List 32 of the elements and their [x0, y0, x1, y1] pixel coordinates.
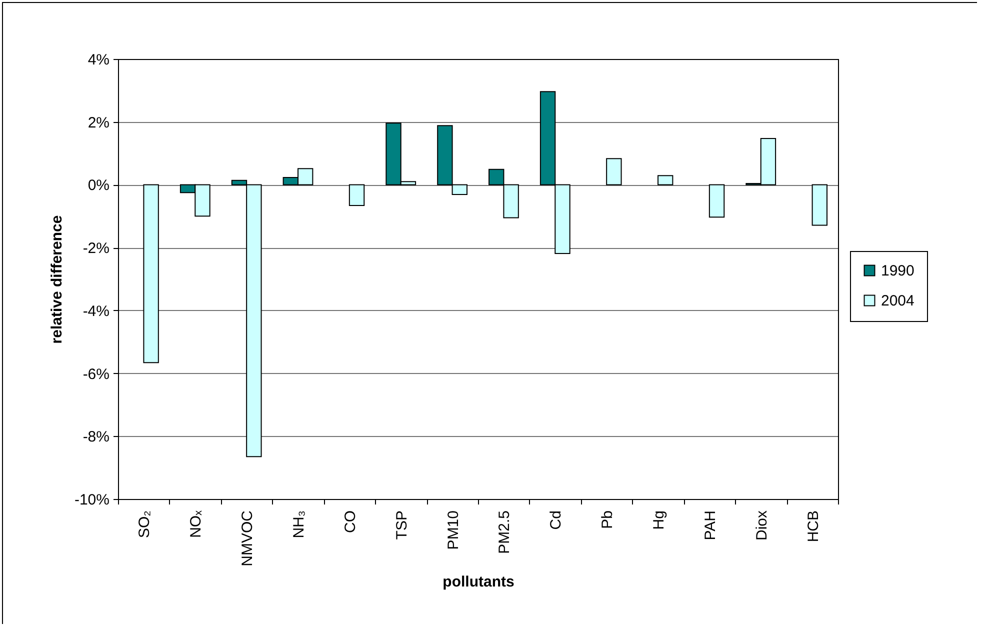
x-tick-label: TSP [393, 510, 410, 540]
x-tick-label: NH₃ [290, 510, 308, 538]
y-tick-label: -6% [82, 366, 110, 383]
y-tick-label: -2% [82, 240, 110, 258]
bar [812, 184, 828, 226]
x-tick-label: SO₂ [136, 510, 154, 538]
x-tick-label: NOₓ [188, 510, 205, 538]
x-tick-label: Hg [650, 510, 668, 530]
x-tick-label: CO [342, 510, 359, 533]
x-tick-label: PM10 [444, 510, 462, 550]
bar [606, 158, 622, 186]
x-tick-label: PM2.5 [496, 510, 514, 554]
bar [348, 184, 365, 206]
x-tick-label: PAH [702, 510, 719, 540]
y-tick-label: -4% [82, 302, 110, 320]
bar [708, 184, 725, 218]
y-tick-label: 4% [88, 52, 110, 68]
y-tick-label: 0% [88, 177, 110, 194]
y-tick-label: -10% [74, 492, 110, 508]
y-axis-title: relative difference [48, 215, 66, 344]
y-tick-label: -8% [82, 428, 110, 446]
bar [143, 184, 159, 364]
x-axis-title: pollutants [442, 573, 514, 590]
legend-label: 2004 [881, 292, 914, 310]
legend-label: 1990 [881, 262, 914, 280]
y-tick-label: 2% [88, 114, 110, 132]
x-tick-label: Cd [548, 510, 565, 530]
bar [658, 175, 674, 186]
x-tick-label: Pb [599, 510, 616, 529]
x-tick-label: NMVOC [239, 510, 256, 566]
x-tick-label: Diox [753, 510, 770, 541]
x-tick-label: HCB [804, 510, 822, 542]
